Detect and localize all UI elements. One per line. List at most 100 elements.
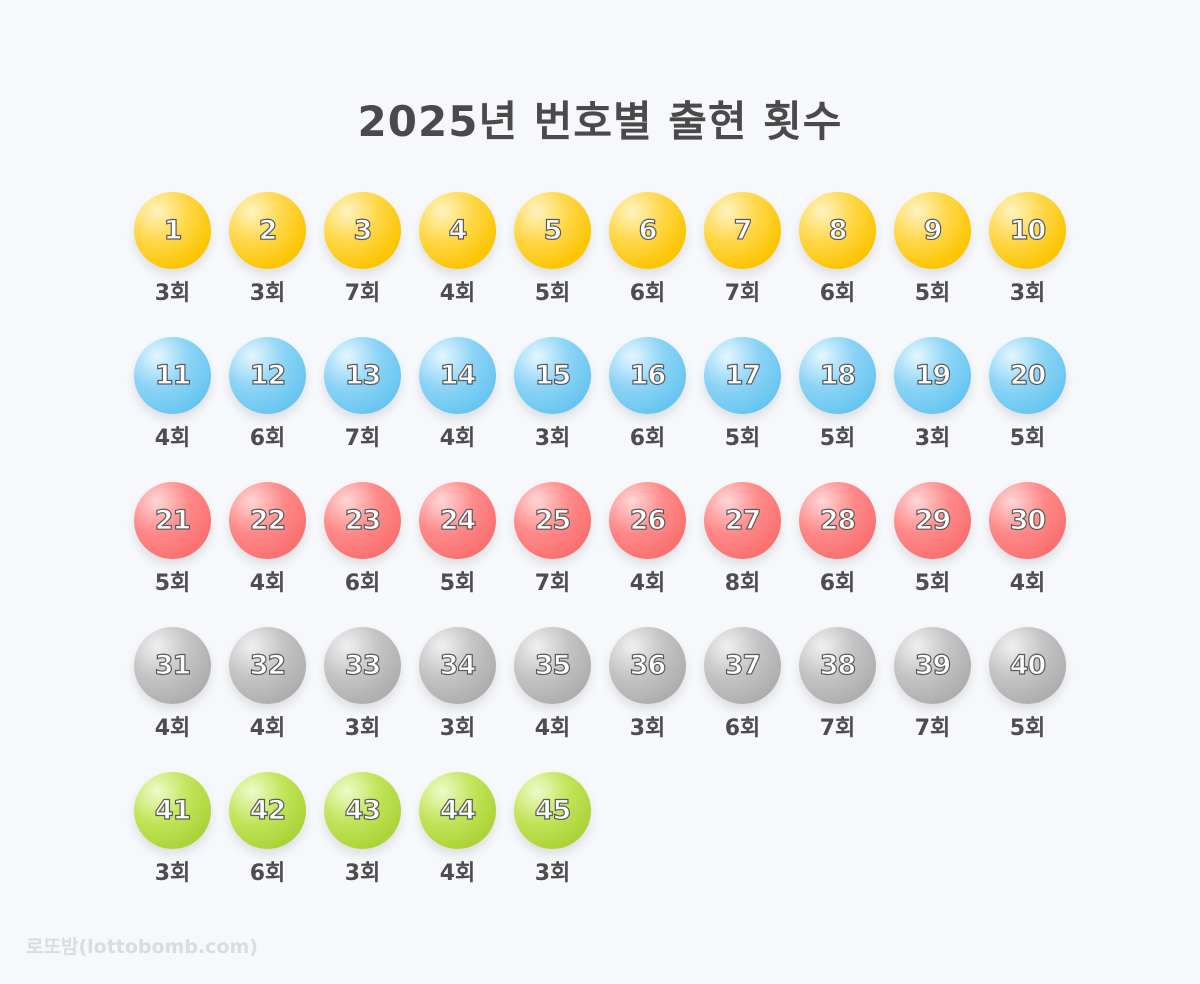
occurrence-count: 4회: [154, 426, 191, 451]
occurrence-count: 4회: [534, 716, 571, 741]
lotto-ball: 28: [799, 482, 876, 559]
ball-number: 20: [1009, 359, 1047, 391]
number-cell: 1 3회: [134, 192, 211, 307]
occurrence-count: 6회: [344, 571, 381, 596]
number-cell: 24 5회: [419, 482, 496, 597]
occurrence-count: 3회: [344, 716, 381, 741]
occurrence-count: 3회: [154, 861, 191, 886]
ball-number: 11: [154, 359, 192, 391]
number-cell: 30 4회: [989, 482, 1066, 597]
number-cell: 38 7회: [799, 627, 876, 742]
number-cell: 42 6회: [229, 772, 306, 887]
number-cell: 31 4회: [134, 627, 211, 742]
lotto-ball: 43: [324, 772, 401, 849]
number-cell: 4 4회: [419, 192, 496, 307]
lotto-ball: 39: [894, 627, 971, 704]
lotto-ball: 32: [229, 627, 306, 704]
ball-number: 9: [923, 214, 943, 246]
occurrence-count: 7회: [534, 571, 571, 596]
number-cell: 33 3회: [324, 627, 401, 742]
occurrence-count: 7회: [344, 426, 381, 451]
ball-number: 19: [914, 359, 952, 391]
ball-number: 21: [154, 504, 192, 536]
number-cell: 13 7회: [324, 337, 401, 452]
lotto-ball: 30: [989, 482, 1066, 559]
occurrence-count: 5회: [724, 426, 761, 451]
number-cell: 5 5회: [514, 192, 591, 307]
ball-number: 3: [353, 214, 373, 246]
lotto-ball: 8: [799, 192, 876, 269]
number-cell: 32 4회: [229, 627, 306, 742]
ball-number: 14: [439, 359, 477, 391]
occurrence-count: 6회: [819, 281, 856, 306]
ball-number: 10: [1009, 214, 1047, 246]
ball-number: 6: [638, 214, 658, 246]
ball-number: 17: [724, 359, 762, 391]
occurrence-count: 4회: [439, 861, 476, 886]
ball-number: 12: [249, 359, 287, 391]
occurrence-count: 4회: [439, 426, 476, 451]
occurrence-count: 4회: [1009, 571, 1046, 596]
number-cell: 44 4회: [419, 772, 496, 887]
number-cell: 25 7회: [514, 482, 591, 597]
number-cell: 21 5회: [134, 482, 211, 597]
lotto-ball: 42: [229, 772, 306, 849]
occurrence-count: 6회: [629, 281, 666, 306]
lotto-ball: 14: [419, 337, 496, 414]
lotto-ball: 38: [799, 627, 876, 704]
number-cell: 16 6회: [609, 337, 686, 452]
ball-number: 26: [629, 504, 667, 536]
ball-number: 36: [629, 649, 667, 681]
lotto-ball: 45: [514, 772, 591, 849]
occurrence-count: 3회: [629, 716, 666, 741]
number-cell: 20 5회: [989, 337, 1066, 452]
ball-number: 40: [1009, 649, 1047, 681]
occurrence-count: 5회: [1009, 426, 1046, 451]
occurrence-count: 4회: [249, 571, 286, 596]
lotto-ball: 31: [134, 627, 211, 704]
number-cell: 36 3회: [609, 627, 686, 742]
number-cell: 8 6회: [799, 192, 876, 307]
lotto-ball: 17: [704, 337, 781, 414]
occurrence-count: 4회: [249, 716, 286, 741]
lotto-ball: 4: [419, 192, 496, 269]
ball-number: 41: [154, 794, 192, 826]
number-cell: 6 6회: [609, 192, 686, 307]
ball-number: 4: [448, 214, 468, 246]
ball-number: 2: [258, 214, 278, 246]
number-cell: 23 6회: [324, 482, 401, 597]
occurrence-count: 5회: [914, 571, 951, 596]
ball-number: 8: [828, 214, 848, 246]
occurrence-count: 6회: [724, 716, 761, 741]
number-cell: 45 3회: [514, 772, 591, 887]
ball-number: 31: [154, 649, 192, 681]
lotto-ball: 44: [419, 772, 496, 849]
occurrence-count: 8회: [724, 571, 761, 596]
ball-number: 7: [733, 214, 753, 246]
lotto-ball: 5: [514, 192, 591, 269]
number-cell: 41 3회: [134, 772, 211, 887]
occurrence-count: 7회: [724, 281, 761, 306]
ball-number: 24: [439, 504, 477, 536]
occurrence-count: 3회: [439, 716, 476, 741]
ball-grid: 1 3회 2 3회 3 7회 4 4회 5 5회 6 6회 7 7회 8 6회 9 5회 10 3회 11 4회 12 6회 1…: [134, 192, 1066, 887]
ball-number: 39: [914, 649, 952, 681]
occurrence-count: 6회: [249, 861, 286, 886]
number-cell: 7 7회: [704, 192, 781, 307]
occurrence-count: 6회: [249, 426, 286, 451]
ball-number: 38: [819, 649, 857, 681]
number-cell: 3 7회: [324, 192, 401, 307]
lotto-ball: 33: [324, 627, 401, 704]
ball-number: 45: [534, 794, 572, 826]
occurrence-count: 5회: [1009, 716, 1046, 741]
lotto-ball: 13: [324, 337, 401, 414]
ball-number: 34: [439, 649, 477, 681]
number-cell: 34 3회: [419, 627, 496, 742]
page-title: 2025년 번호별 출현 횟수: [357, 97, 843, 146]
lotto-ball: 2: [229, 192, 306, 269]
occurrence-count: 5회: [534, 281, 571, 306]
number-cell: 35 4회: [514, 627, 591, 742]
occurrence-count: 3회: [1009, 281, 1046, 306]
occurrence-count: 6회: [629, 426, 666, 451]
lotto-ball: 37: [704, 627, 781, 704]
